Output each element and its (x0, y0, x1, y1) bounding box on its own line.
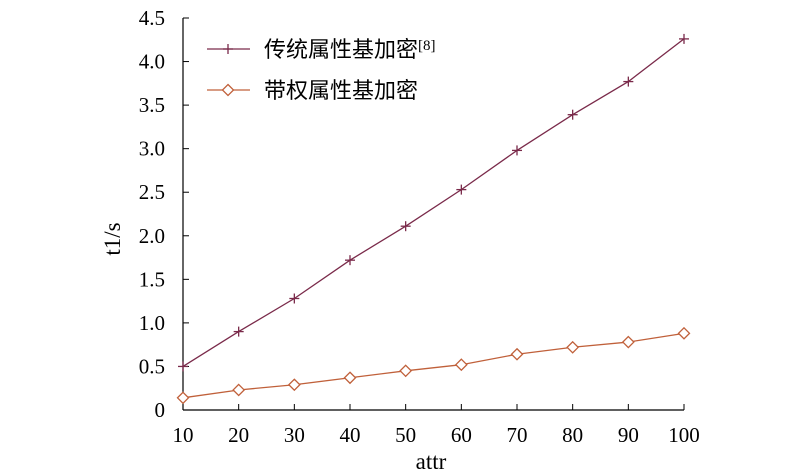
x-tick-label: 30 (284, 423, 305, 447)
x-tick-label: 70 (507, 423, 528, 447)
series-2-point (454, 358, 468, 372)
series-2-point (677, 326, 691, 340)
y-tick-label: 4.0 (139, 50, 165, 74)
series-2 (176, 326, 691, 405)
axes (182, 18, 684, 411)
series-2-point (399, 364, 413, 378)
y-axis-label: t1/s (100, 222, 125, 255)
legend-marker (221, 83, 235, 97)
x-tick-label: 50 (395, 423, 416, 447)
series-1-point (178, 361, 188, 372)
series-1-point (400, 221, 411, 232)
legend-entry-1: 传统属性基加密[8] (207, 38, 436, 63)
series-layer (176, 33, 691, 405)
series-2-point (343, 371, 357, 385)
series-1-point (289, 293, 300, 304)
series-2-point (287, 378, 301, 392)
y-tick-label: 0.5 (139, 354, 165, 378)
y-axis-ticks: 0 0.5 1.0 1.5 2.0 2.5 3.0 3.5 4.0 4.5 (139, 6, 189, 422)
series-1-point (456, 184, 467, 195)
legend-reference: [8] (418, 38, 436, 54)
series-1-point (567, 109, 578, 120)
x-tick-label: 60 (451, 423, 472, 447)
series-2-point (510, 347, 524, 361)
x-tick-label: 10 (173, 423, 194, 447)
x-tick-label: 40 (340, 423, 361, 447)
y-tick-label: 0 (155, 398, 166, 422)
series-1-point (345, 255, 355, 266)
x-axis-ticks: 10 20 30 40 50 60 70 80 90 100 (173, 404, 700, 447)
legend: 传统属性基加密[8] 带权属性基加密 (207, 38, 436, 104)
series-1-point (233, 326, 244, 337)
series-1-point (623, 76, 634, 87)
series-2-point (566, 340, 580, 354)
series-1 (178, 33, 689, 372)
series-2-point (621, 335, 635, 349)
series-2-line (182, 332, 685, 399)
series-1-point (512, 145, 522, 156)
series-1-line (182, 38, 685, 367)
x-tick-label: 100 (668, 423, 700, 447)
x-tick-label: 20 (228, 423, 249, 447)
series-2-point (232, 383, 246, 397)
legend-entry-2: 带权属性基加密 (207, 79, 418, 104)
y-tick-label: 2.0 (139, 224, 165, 248)
y-tick-label: 1.5 (139, 267, 165, 291)
x-tick-label: 80 (562, 423, 583, 447)
legend-label: 带权属性基加密 (264, 79, 418, 104)
legend-marker (223, 44, 233, 54)
x-tick-label: 90 (618, 423, 639, 447)
series-2-point (176, 391, 190, 405)
y-tick-label: 2.5 (139, 180, 165, 204)
x-axis-label: attr (416, 449, 447, 474)
legend-label: 传统属性基加密[8] (264, 38, 436, 63)
y-tick-label: 3.0 (139, 137, 165, 161)
y-tick-label: 1.0 (139, 311, 165, 335)
series-1-point (679, 33, 689, 44)
y-tick-label: 4.5 (139, 6, 165, 30)
y-tick-label: 3.5 (139, 93, 165, 117)
